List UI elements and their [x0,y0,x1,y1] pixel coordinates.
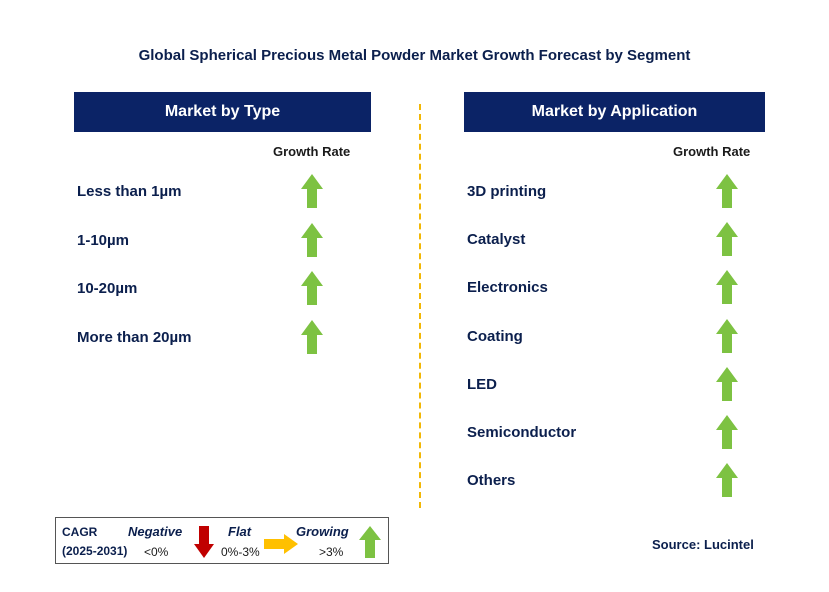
application-panel-header: Market by Application [464,92,765,132]
growth-arrow-icon [301,174,323,208]
down-arrow-icon [194,526,214,558]
segment-label: LED [467,375,497,393]
page-title: Global Spherical Precious Metal Powder M… [138,47,691,64]
segment-label: 1-10µm [77,231,130,249]
segment-label: 3D printing [467,183,547,200]
legend-negative-label: Negative [128,524,183,539]
growth-arrow-icon [716,174,738,208]
source-label: Source: Lucintel [652,537,754,552]
legend-growing-label: Growing [296,524,349,539]
segment-label: Coating [467,327,523,345]
growth-arrow-icon [716,463,738,498]
panel-divider [419,104,421,508]
growth-arrow-icon [301,222,323,257]
application-growth-rate-label: Growth Rate [673,144,751,159]
legend-negative-range: <0% [144,545,169,559]
type-growth-rate-label: Growth Rate [273,144,351,159]
cagr-legend: CAGR (2025-2031) Negative <0% Flat 0%-3%… [55,517,389,564]
segment-label: Catalyst [467,231,526,249]
growth-arrow-icon [716,318,738,353]
segment-label: Semiconductor [467,424,577,441]
growth-arrow-icon [301,319,323,354]
legend-cagr: CAGR [62,525,98,539]
up-arrow-icon [359,526,381,558]
segment-label: More than 20µm [77,328,192,346]
legend-flat-label: Flat [228,524,252,539]
type-panel-header: Market by Type [74,92,371,132]
growth-arrow-icon [716,270,738,305]
segment-label: 10-20µm [77,280,138,297]
growth-arrow-icon [716,415,738,449]
segment-label: Others [467,472,516,490]
growth-arrow-icon [301,271,323,305]
growth-arrow-icon [716,222,738,257]
legend-growing-range: >3% [319,545,344,559]
segment-label: Less than 1µm [77,183,182,200]
legend-period: (2025-2031) [62,544,128,558]
legend-flat-range: 0%-3% [221,545,260,559]
segment-label: Electronics [467,279,548,297]
growth-arrow-icon [716,366,738,401]
right-arrow-icon [264,534,298,554]
